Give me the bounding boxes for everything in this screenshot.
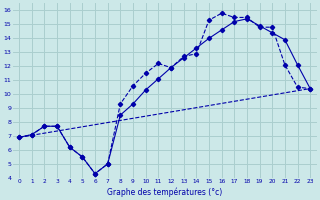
- X-axis label: Graphe des températures (°c): Graphe des températures (°c): [107, 187, 222, 197]
